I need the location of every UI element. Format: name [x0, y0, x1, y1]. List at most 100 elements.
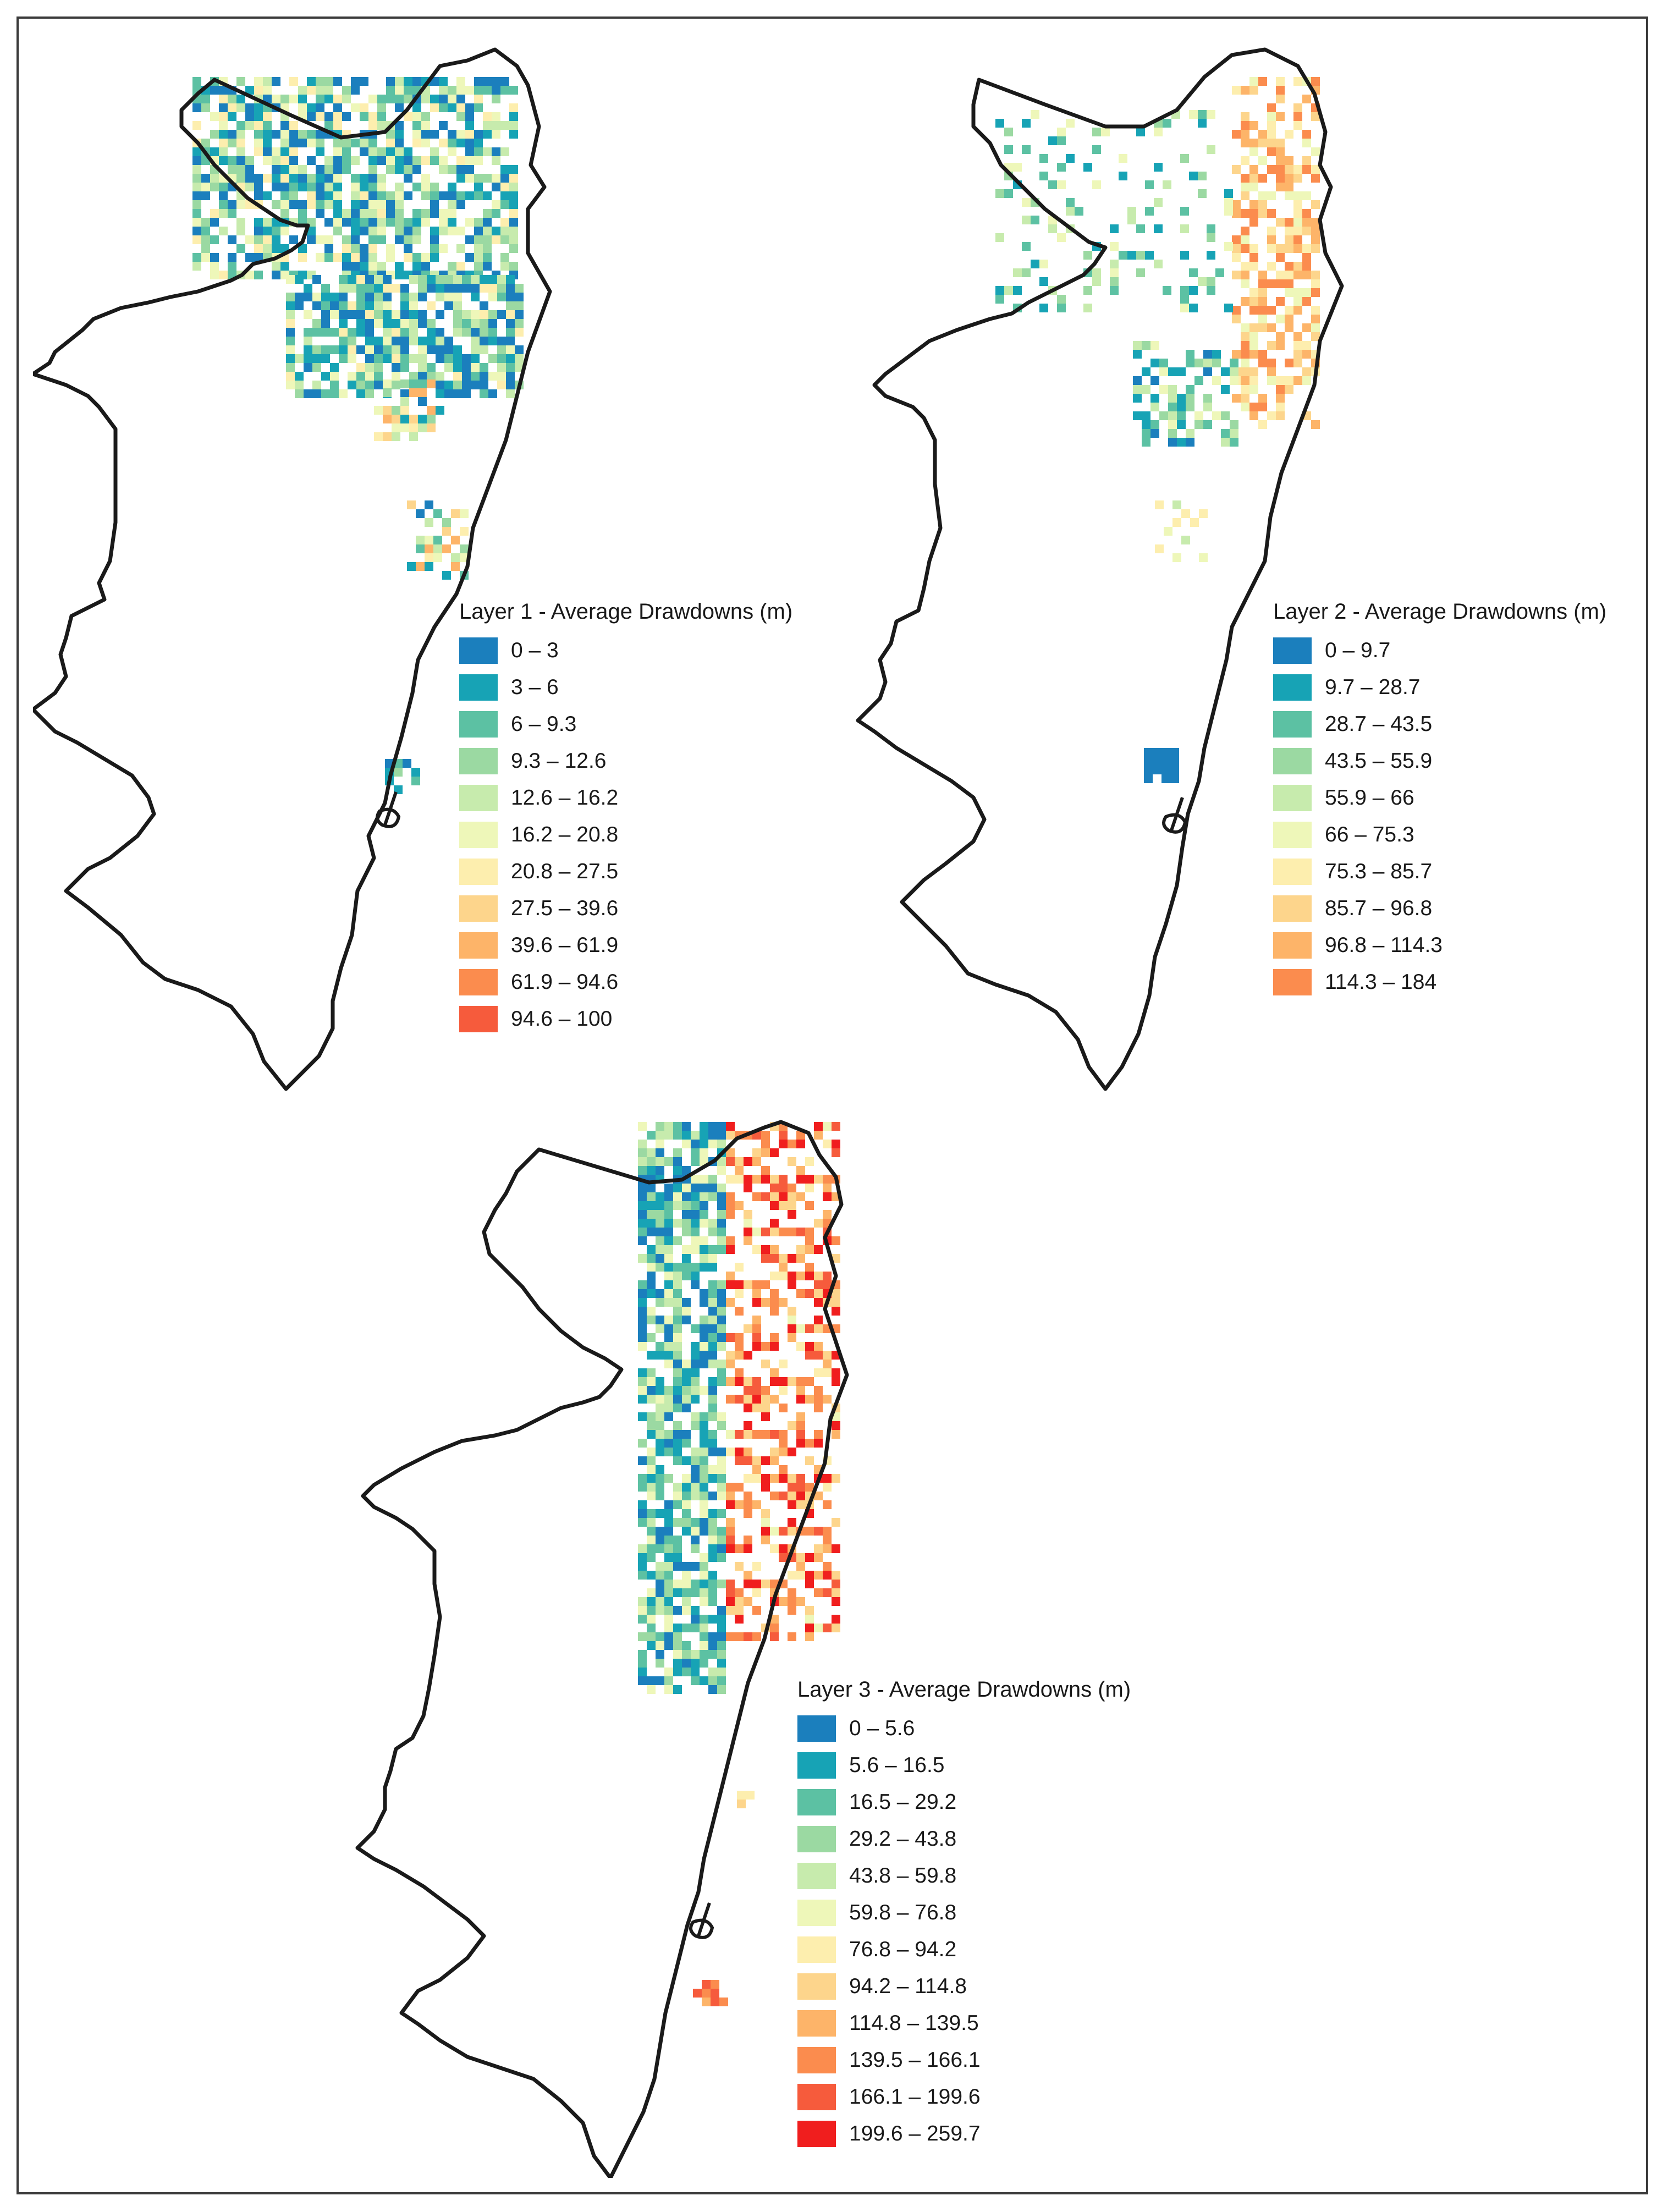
drawdown-cell — [219, 271, 228, 279]
legend-swatch — [797, 1862, 836, 1889]
drawdown-cell — [395, 156, 404, 165]
drawdown-cell — [708, 1553, 717, 1562]
drawdown-cell — [1241, 86, 1249, 95]
drawdown-cell — [471, 319, 480, 328]
drawdown-cell — [647, 1289, 656, 1298]
drawdown-cell — [1293, 165, 1302, 174]
drawdown-cell — [656, 1395, 664, 1404]
drawdown-cell — [638, 1228, 647, 1236]
drawdown-cell — [726, 1500, 735, 1509]
drawdown-cell — [444, 301, 453, 310]
drawdown-cell — [761, 1280, 770, 1289]
drawdown-cell — [392, 423, 400, 432]
legend-label: 139.5 – 166.1 — [849, 2048, 981, 2072]
drawdown-cell — [656, 1412, 664, 1421]
drawdown-cell — [1258, 174, 1267, 183]
drawdown-cell — [1302, 139, 1311, 147]
legend-label: 94.6 – 100 — [511, 1006, 613, 1031]
drawdown-cell — [1133, 385, 1142, 394]
legend-label: 75.3 – 85.7 — [1325, 859, 1433, 883]
drawdown-cell — [1186, 403, 1194, 411]
drawdown-cell — [656, 1544, 664, 1553]
drawdown-cell — [788, 1606, 796, 1615]
drawdown-cell — [439, 77, 448, 86]
drawdown-cell — [638, 1184, 647, 1192]
drawdown-cell — [638, 1210, 647, 1219]
drawdown-cell — [814, 1298, 823, 1307]
drawdown-cell — [263, 235, 272, 244]
drawdown-cell — [307, 112, 316, 121]
drawdown-cell — [1302, 165, 1311, 174]
drawdown-cell — [682, 1597, 691, 1606]
drawdown-cell — [383, 293, 392, 301]
drawdown-cell — [409, 328, 418, 337]
drawdown-cell — [1066, 207, 1075, 216]
drawdown-cell — [761, 1254, 770, 1263]
drawdown-cell — [474, 139, 483, 147]
drawdown-cell — [708, 1632, 717, 1641]
drawdown-cell — [263, 174, 272, 183]
drawdown-cell — [416, 562, 425, 571]
drawdown-cell — [210, 86, 219, 95]
drawdown-cell — [673, 1632, 682, 1641]
drawdown-cell — [1163, 180, 1171, 189]
drawdown-cell — [228, 95, 236, 103]
drawdown-cell — [805, 1236, 814, 1245]
drawdown-cell — [324, 77, 333, 86]
drawdown-cell — [360, 183, 368, 191]
drawdown-cell — [647, 1245, 656, 1254]
drawdown-cell — [638, 1456, 647, 1465]
drawdown-cell — [664, 1360, 673, 1368]
drawdown-cell — [823, 1184, 832, 1192]
drawdown-cell — [254, 235, 263, 244]
drawdown-cell — [386, 147, 395, 156]
drawdown-cell — [395, 77, 404, 86]
drawdown-cell — [492, 86, 500, 95]
drawdown-cell — [814, 1544, 823, 1553]
drawdown-cell — [779, 1228, 788, 1236]
drawdown-cell — [832, 1307, 840, 1316]
drawdown-cell — [333, 139, 342, 147]
drawdown-cell — [832, 1254, 840, 1263]
drawdown-cell — [1168, 420, 1177, 429]
drawdown-cell — [500, 200, 509, 209]
drawdown-cell — [779, 1254, 788, 1263]
drawdown-cell — [462, 363, 471, 372]
drawdown-cell — [506, 328, 515, 337]
drawdown-cell — [995, 233, 1004, 242]
drawdown-cell — [752, 1316, 761, 1324]
drawdown-cell — [192, 209, 201, 218]
drawdown-cell — [219, 200, 228, 209]
drawdown-cell — [339, 310, 348, 319]
drawdown-cell — [1276, 376, 1285, 385]
drawdown-cell — [691, 1456, 700, 1465]
drawdown-cell — [480, 372, 488, 381]
drawdown-cell — [400, 389, 409, 398]
drawdown-cell — [412, 165, 421, 174]
drawdown-cell — [1258, 77, 1267, 86]
drawdown-cell — [638, 1395, 647, 1404]
drawdown-cell — [1048, 224, 1057, 233]
drawdown-cell — [500, 86, 509, 95]
drawdown-cell — [456, 156, 465, 165]
drawdown-cell — [805, 1157, 814, 1166]
drawdown-cell — [700, 1386, 708, 1395]
drawdown-cell — [682, 1562, 691, 1571]
drawdown-cell — [664, 1395, 673, 1404]
drawdown-cell — [1092, 128, 1101, 136]
drawdown-cell — [770, 1307, 779, 1316]
drawdown-cell — [219, 86, 228, 95]
drawdown-cell — [656, 1606, 664, 1615]
drawdown-cell — [351, 227, 360, 235]
drawdown-cell — [333, 253, 342, 262]
drawdown-cell — [1241, 227, 1249, 235]
drawdown-cell — [456, 95, 465, 103]
drawdown-cell — [700, 1439, 708, 1448]
drawdown-cell — [788, 1474, 796, 1483]
drawdown-cell — [770, 1342, 779, 1351]
drawdown-cell — [752, 1280, 761, 1289]
drawdown-cell — [1198, 277, 1207, 286]
drawdown-cell — [788, 1316, 796, 1324]
drawdown-cell — [483, 218, 492, 227]
